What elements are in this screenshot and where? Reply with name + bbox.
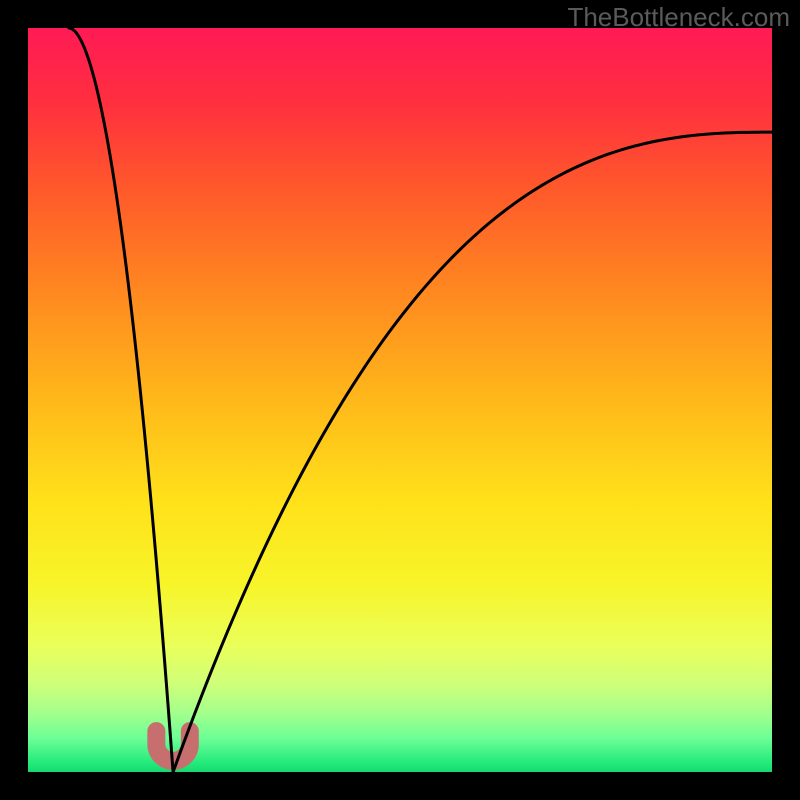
watermark-text: TheBottleneck.com [567,2,790,33]
bottleneck-curve [28,28,772,772]
plot-area [28,28,772,772]
curve-line [69,28,772,772]
chart-container: TheBottleneck.com [0,0,800,800]
